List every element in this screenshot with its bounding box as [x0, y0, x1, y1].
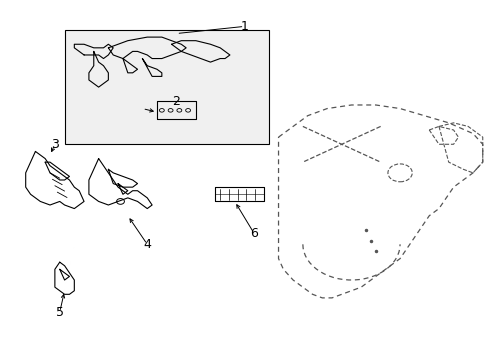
- Text: 3: 3: [51, 138, 59, 151]
- Bar: [64, 30, 268, 144]
- Text: 2: 2: [172, 95, 180, 108]
- Text: 4: 4: [143, 238, 151, 251]
- Text: 5: 5: [56, 306, 63, 319]
- Text: 6: 6: [250, 227, 258, 240]
- Text: 1: 1: [240, 20, 248, 33]
